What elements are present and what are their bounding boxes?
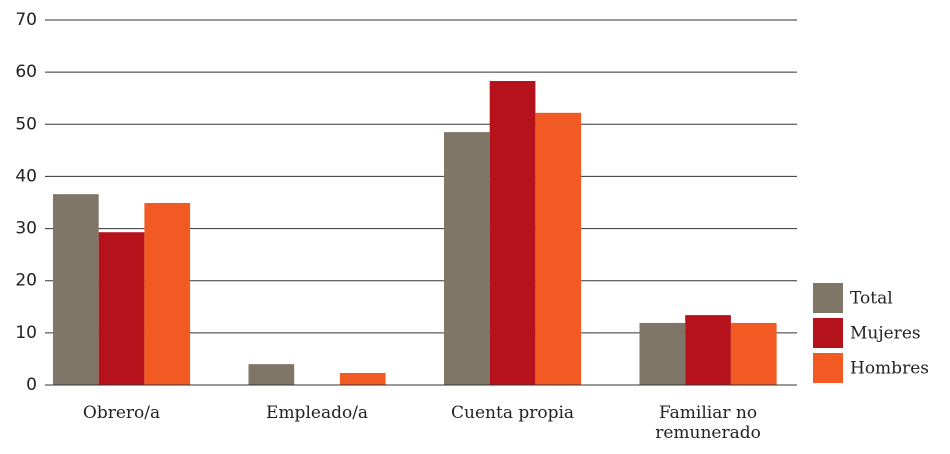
bar — [685, 315, 731, 385]
x-tick-label: Empleado/a — [266, 403, 369, 423]
y-tick-label: 30 — [15, 219, 37, 239]
y-tick-label: 40 — [15, 166, 37, 186]
legend-swatch — [813, 318, 843, 348]
x-tick-label: Obrero/a — [82, 403, 161, 423]
bar — [53, 194, 99, 385]
bar — [98, 232, 145, 385]
bar — [248, 364, 295, 385]
legend-label: Mujeres — [850, 324, 921, 344]
legend-label: Total — [850, 289, 893, 309]
y-tick-label: 70 — [15, 10, 37, 30]
bar — [444, 132, 490, 385]
legend-label: Hombres — [850, 359, 929, 379]
bar — [639, 322, 686, 385]
y-tick-label: 20 — [15, 271, 37, 291]
bar — [730, 322, 777, 385]
x-tick-label: Cuenta propia — [451, 403, 575, 423]
bar — [489, 81, 536, 385]
x-tick-label: Familiar no remunerado — [655, 403, 761, 443]
y-tick-label: 50 — [15, 114, 37, 134]
bar — [535, 112, 582, 386]
bar — [339, 373, 386, 385]
y-tick-label: 0 — [26, 375, 37, 395]
bar — [144, 203, 191, 385]
legend-swatch — [813, 283, 843, 313]
y-tick-label: 10 — [15, 323, 37, 343]
legend-swatch — [813, 353, 843, 383]
y-tick-label: 60 — [15, 62, 37, 82]
